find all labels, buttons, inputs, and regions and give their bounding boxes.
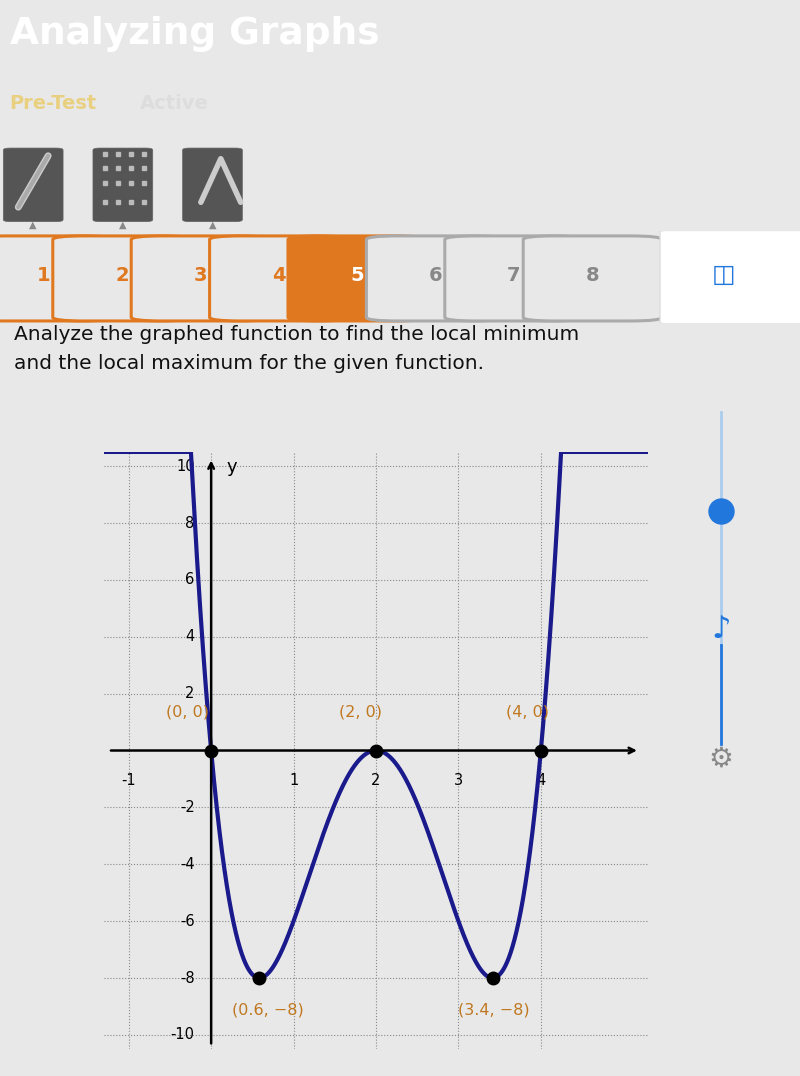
- Text: 5: 5: [350, 266, 364, 285]
- FancyBboxPatch shape: [93, 148, 153, 222]
- Text: ♪: ♪: [711, 615, 730, 645]
- Text: ⚙: ⚙: [708, 745, 734, 773]
- Text: ▲: ▲: [119, 220, 126, 229]
- Text: 3: 3: [194, 266, 207, 285]
- Text: 4: 4: [186, 629, 194, 645]
- Text: 4: 4: [272, 266, 286, 285]
- Text: Pre-Test: Pre-Test: [10, 95, 97, 113]
- Text: 2: 2: [186, 686, 194, 702]
- Text: -4: -4: [180, 856, 194, 872]
- Text: 2: 2: [115, 266, 129, 285]
- Text: Active: Active: [140, 95, 209, 113]
- Text: 8: 8: [186, 515, 194, 530]
- Text: (0.6, −8): (0.6, −8): [232, 1003, 303, 1018]
- Text: -6: -6: [180, 914, 194, 929]
- Text: y: y: [226, 457, 237, 476]
- Text: 6: 6: [429, 266, 442, 285]
- FancyBboxPatch shape: [182, 148, 242, 222]
- Text: (4, 0): (4, 0): [506, 705, 550, 720]
- Text: -1: -1: [122, 774, 136, 789]
- Text: -10: -10: [170, 1028, 194, 1043]
- Text: 3: 3: [454, 774, 463, 789]
- Text: ▲: ▲: [209, 220, 216, 229]
- Text: 6: 6: [186, 572, 194, 587]
- Text: -2: -2: [180, 799, 194, 815]
- Text: 4: 4: [536, 774, 546, 789]
- Text: ▲: ▲: [30, 220, 37, 229]
- Text: 1: 1: [289, 774, 298, 789]
- Text: (3.4, −8): (3.4, −8): [458, 1003, 530, 1018]
- Text: 8: 8: [586, 266, 599, 285]
- FancyBboxPatch shape: [660, 230, 800, 324]
- Text: (2, 0): (2, 0): [339, 705, 382, 720]
- FancyBboxPatch shape: [210, 236, 348, 321]
- Text: ◫: ◫: [712, 264, 736, 287]
- Text: Analyzing Graphs: Analyzing Graphs: [10, 16, 379, 52]
- FancyBboxPatch shape: [366, 236, 505, 321]
- FancyBboxPatch shape: [288, 236, 426, 321]
- Text: 7: 7: [507, 266, 521, 285]
- FancyBboxPatch shape: [3, 148, 63, 222]
- FancyBboxPatch shape: [0, 236, 113, 321]
- Text: 10: 10: [176, 458, 194, 473]
- Text: Analyze the graphed function to find the local minimum
and the local maximum for: Analyze the graphed function to find the…: [14, 325, 580, 373]
- FancyBboxPatch shape: [523, 236, 662, 321]
- FancyBboxPatch shape: [131, 236, 270, 321]
- Text: 1: 1: [37, 266, 50, 285]
- Text: 2: 2: [371, 774, 381, 789]
- Text: -8: -8: [180, 971, 194, 986]
- Text: (0, 0): (0, 0): [166, 705, 209, 720]
- FancyBboxPatch shape: [53, 236, 191, 321]
- FancyBboxPatch shape: [445, 236, 583, 321]
